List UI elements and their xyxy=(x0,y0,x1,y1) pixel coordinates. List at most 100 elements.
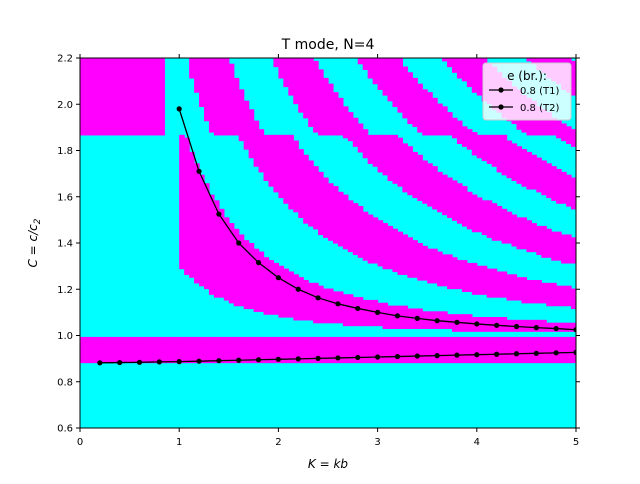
band-cell xyxy=(273,149,279,153)
band-cell xyxy=(332,103,339,107)
band-cell xyxy=(476,80,483,85)
band-cell xyxy=(248,339,255,344)
band-cell xyxy=(288,336,294,341)
band-cell xyxy=(243,123,250,127)
band-cell xyxy=(129,126,136,130)
band-cell xyxy=(516,171,523,176)
band-cell xyxy=(571,248,576,253)
band-cell xyxy=(551,197,557,201)
band-cell xyxy=(288,80,294,85)
band-cell xyxy=(273,351,279,355)
band-cell xyxy=(144,120,151,125)
band-cell xyxy=(521,234,527,238)
band-cell xyxy=(437,342,443,347)
band-cell xyxy=(328,103,334,107)
band-cell xyxy=(223,100,230,105)
band-cell xyxy=(347,231,354,236)
band-cell xyxy=(352,211,359,216)
band-cell xyxy=(332,203,339,207)
band-cell xyxy=(278,149,284,153)
band-cell xyxy=(337,319,344,324)
band-cell xyxy=(442,257,448,261)
band-cell xyxy=(566,200,572,204)
band-cell xyxy=(303,89,309,93)
band-cell xyxy=(506,274,513,278)
band-cell xyxy=(104,354,111,358)
band-cell xyxy=(278,146,284,150)
band-cell xyxy=(352,126,359,130)
band-cell xyxy=(318,75,324,79)
band-cell xyxy=(258,308,265,312)
band-cell xyxy=(199,95,205,99)
band-cell xyxy=(278,191,284,196)
band-cell xyxy=(253,305,260,310)
band-cell xyxy=(298,359,304,364)
band-cell xyxy=(536,237,542,241)
band-cell xyxy=(80,97,86,102)
band-cell xyxy=(412,348,418,352)
band-cell xyxy=(114,112,121,116)
band-cell xyxy=(476,149,483,153)
band-cell xyxy=(397,336,403,341)
band-cell xyxy=(204,183,210,187)
band-cell xyxy=(427,339,433,344)
band-cell xyxy=(412,322,418,327)
band-cell xyxy=(248,299,255,304)
band-cell xyxy=(154,97,160,102)
band-cell xyxy=(476,359,483,364)
band-cell xyxy=(243,282,250,287)
band-cell xyxy=(298,208,304,213)
band-cell xyxy=(99,75,106,79)
band-cell xyxy=(541,348,547,352)
band-cell xyxy=(571,186,576,190)
band-cell xyxy=(323,95,329,99)
band-cell xyxy=(387,149,394,153)
band-cell xyxy=(84,80,91,85)
band-cell xyxy=(199,262,205,267)
band-cell xyxy=(228,120,235,125)
band-cell xyxy=(546,294,552,298)
band-cell xyxy=(233,83,240,88)
band-cell xyxy=(382,339,389,344)
band-cell xyxy=(179,348,185,352)
band-cell xyxy=(208,260,215,264)
band-cell xyxy=(179,237,185,241)
band-cell xyxy=(89,351,96,355)
band-cell xyxy=(422,248,428,253)
band-cell xyxy=(571,191,576,196)
band-cell xyxy=(179,223,185,227)
band-cell xyxy=(342,299,349,304)
band-cell xyxy=(129,72,136,76)
band-cell xyxy=(139,95,146,99)
band-cell xyxy=(437,322,443,327)
band-cell xyxy=(119,95,126,99)
band-cell xyxy=(159,126,165,130)
band-cell xyxy=(561,254,567,258)
band-cell xyxy=(124,132,131,136)
band-cell xyxy=(94,103,101,107)
band-cell xyxy=(84,109,91,113)
band-cell xyxy=(213,223,220,227)
band-cell xyxy=(184,140,190,144)
band-cell xyxy=(149,336,155,341)
band-cell xyxy=(476,75,483,79)
band-cell xyxy=(501,160,508,164)
band-cell xyxy=(144,97,151,102)
band-cell xyxy=(407,166,413,170)
band-cell xyxy=(392,359,399,364)
band-cell xyxy=(501,231,508,236)
band-cell xyxy=(466,217,473,221)
band-cell xyxy=(461,345,468,349)
band-cell xyxy=(447,114,453,119)
band-cell xyxy=(223,217,230,221)
band-cell xyxy=(332,126,339,130)
band-cell xyxy=(471,208,478,213)
band-cell xyxy=(571,206,576,210)
band-cell xyxy=(238,134,245,139)
band-cell xyxy=(561,339,567,344)
band-cell xyxy=(476,354,483,358)
band-cell xyxy=(253,160,260,164)
band-cell xyxy=(417,129,423,133)
band-cell xyxy=(238,117,245,122)
band-cell xyxy=(541,319,547,324)
